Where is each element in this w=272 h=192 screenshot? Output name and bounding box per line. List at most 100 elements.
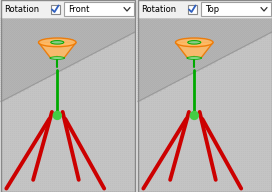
Point (112, 142, 116, 145)
Point (259, 171, 263, 175)
Point (70, 185, 74, 189)
Point (40, 143, 44, 146)
Point (241, 46, 245, 49)
Point (251, 67, 255, 70)
Point (96, 113, 100, 117)
Point (128, 190, 132, 192)
Point (173, 184, 177, 187)
Point (106, 67, 110, 70)
Point (227, 139, 231, 142)
Point (116, 99, 120, 103)
Point (141, 167, 145, 170)
Point (243, 123, 247, 127)
Point (157, 53, 161, 56)
Point (201, 47, 205, 50)
Point (28, 180, 32, 183)
Point (122, 37, 126, 41)
Point (197, 75, 201, 79)
Point (189, 190, 193, 192)
Point (68, 77, 72, 80)
Point (128, 181, 132, 185)
Point (114, 40, 118, 43)
Point (157, 132, 161, 135)
Point (22, 46, 26, 49)
Point (58, 180, 62, 183)
Point (60, 70, 64, 73)
Point (52, 22, 56, 25)
Point (32, 125, 36, 128)
Point (175, 103, 179, 107)
Point (66, 185, 70, 189)
Point (239, 113, 243, 117)
Point (239, 53, 243, 56)
Point (26, 125, 30, 128)
Point (159, 177, 163, 180)
Point (269, 137, 272, 141)
Point (255, 171, 259, 175)
Point (82, 177, 86, 180)
Point (207, 136, 211, 139)
Point (2, 98, 6, 101)
Point (90, 133, 94, 137)
Point (215, 43, 219, 46)
Point (141, 127, 145, 131)
Point (231, 37, 235, 41)
Point (10, 184, 14, 187)
Point (231, 29, 235, 32)
Point (10, 51, 14, 55)
Point (124, 175, 128, 179)
Point (269, 167, 272, 170)
Point (149, 64, 153, 67)
Point (52, 36, 56, 39)
Point (195, 161, 199, 165)
Point (42, 65, 46, 69)
Point (6, 112, 10, 115)
Point (175, 173, 179, 176)
Point (36, 171, 40, 175)
Point (193, 108, 197, 111)
Point (88, 136, 92, 139)
Point (128, 71, 132, 74)
Point (193, 57, 197, 60)
Point (80, 136, 84, 139)
Point (147, 129, 151, 132)
Point (32, 36, 36, 39)
Point (243, 74, 247, 77)
Point (14, 29, 18, 32)
Point (183, 40, 187, 43)
Point (187, 17, 191, 21)
Point (169, 149, 173, 152)
Point (56, 60, 60, 63)
Point (221, 105, 225, 108)
Point (181, 50, 185, 53)
Point (141, 187, 145, 190)
Point (122, 46, 126, 49)
Point (80, 103, 84, 107)
Point (58, 85, 62, 89)
Point (130, 147, 134, 151)
Point (269, 132, 272, 135)
Point (6, 94, 10, 97)
Point (106, 98, 110, 101)
Point (118, 122, 122, 125)
Point (114, 60, 118, 63)
Point (189, 95, 193, 98)
Point (88, 29, 92, 32)
Point (201, 31, 205, 35)
Point (265, 166, 269, 169)
Point (217, 181, 221, 185)
Point (32, 142, 36, 145)
Point (84, 26, 88, 29)
Point (82, 142, 86, 145)
Point (90, 61, 94, 65)
Point (167, 108, 171, 111)
Point (249, 149, 253, 152)
Point (239, 75, 243, 79)
Point (54, 156, 58, 159)
Point (189, 40, 193, 43)
Point (185, 129, 189, 132)
Point (4, 19, 8, 22)
Point (78, 77, 82, 80)
Point (239, 29, 243, 32)
Point (163, 22, 167, 25)
